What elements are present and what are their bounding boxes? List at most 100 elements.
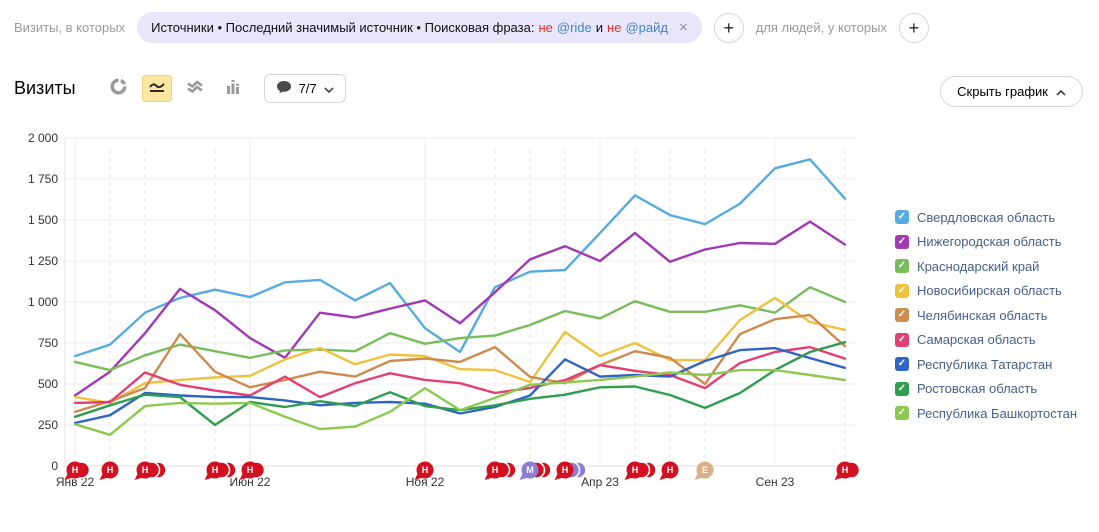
legend-checkbox-icon[interactable]: ✓ <box>895 283 909 298</box>
segment-filter-pill[interactable]: Источники • Последний значимый источник … <box>137 12 702 43</box>
legend-label: Ростовская область <box>917 381 1038 397</box>
add-visit-condition-button[interactable]: + <box>713 12 744 43</box>
annotation-bubble <box>66 461 84 479</box>
annotation-marker[interactable]: Н <box>99 461 119 481</box>
legend-label: Челябинская область <box>917 307 1048 323</box>
annotation-bubble <box>101 461 119 479</box>
annotation-bubble-tail <box>64 473 73 480</box>
annotation-bubble-tail <box>659 473 668 480</box>
x-axis-tick-label: Сен 23 <box>756 475 795 489</box>
hide-chart-button[interactable]: Скрыть график <box>940 76 1083 107</box>
legend-item[interactable]: ✓ Свердловская область <box>895 205 1077 230</box>
annotation-marker[interactable]: Е <box>694 461 714 481</box>
annotation-marker[interactable]: М <box>519 461 552 481</box>
annotation-bubble-tail <box>204 473 213 480</box>
chart-type-stacked-area-button[interactable] <box>180 75 210 102</box>
annotation-bubble-tail <box>694 473 703 480</box>
legend-item[interactable]: ✓ Республика Башкортостан <box>895 401 1077 426</box>
bar-chart-icon <box>225 79 241 99</box>
legend-label: Республика Башкортостан <box>917 405 1077 421</box>
annotation-bubble-tail <box>554 473 563 480</box>
legend-item[interactable]: ✓ Самарская область <box>895 328 1077 353</box>
legend-item[interactable]: ✓ Республика Татарстан <box>895 352 1077 377</box>
annotation-bubble <box>836 461 854 479</box>
y-axis-tick-label: 1 750 <box>28 172 58 186</box>
annotation-letter: Н <box>562 465 569 475</box>
legend-label: Нижегородская область <box>917 234 1062 250</box>
legend-label: Республика Татарстан <box>917 356 1053 372</box>
annotation-marker[interactable]: Н <box>239 461 266 481</box>
legend-label: Самарская область <box>917 332 1036 348</box>
series-line-6[interactable] <box>73 346 847 425</box>
annotation-marker[interactable]: Н <box>484 461 517 481</box>
annotation-letter: Н <box>247 465 254 475</box>
comment-icon <box>276 80 292 97</box>
chevron-up-icon <box>1056 84 1066 99</box>
annotation-marker[interactable]: Н <box>624 461 657 481</box>
chart-type-bar-button[interactable] <box>218 75 248 102</box>
pie-chart-icon <box>110 78 127 100</box>
legend-checkbox-icon[interactable]: ✓ <box>895 381 909 396</box>
legend-checkbox-icon[interactable]: ✓ <box>895 406 909 421</box>
annotation-letter: Н <box>142 465 149 475</box>
remove-filter-icon[interactable]: × <box>678 19 688 36</box>
y-axis-tick-label: 1 000 <box>28 295 58 309</box>
annotation-bubble-tail <box>99 473 108 480</box>
chart-toolbar: Визиты <box>14 74 346 103</box>
legend-item[interactable]: ✓ Новосибирская область <box>895 279 1077 304</box>
annotation-letter: Е <box>702 465 708 475</box>
annotation-bubble-tail <box>834 473 843 480</box>
annotation-bubble <box>206 461 224 479</box>
legend-item[interactable]: ✓ Ростовская область <box>895 377 1077 402</box>
annotation-bubble-tail <box>484 473 493 480</box>
annotation-marker[interactable]: Н <box>134 461 167 481</box>
annotations-count: 7/7 <box>298 81 317 96</box>
annotation-bubble-tail <box>134 473 143 480</box>
legend-checkbox-icon[interactable]: ✓ <box>895 210 909 225</box>
legend-checkbox-icon[interactable]: ✓ <box>895 357 909 372</box>
legend-checkbox-icon[interactable]: ✓ <box>895 234 909 249</box>
legend-label: Новосибирская область <box>917 283 1062 299</box>
series-line-0[interactable] <box>73 158 847 358</box>
series-line-1[interactable] <box>73 220 847 397</box>
legend-item[interactable]: ✓ Нижегородская область <box>895 230 1077 255</box>
annotation-marker[interactable]: Н <box>554 461 587 481</box>
legend-item[interactable]: ✓ Челябинская область <box>895 303 1077 328</box>
chart-type-line-button[interactable] <box>141 75 172 102</box>
series-line-2[interactable] <box>73 285 847 372</box>
annotation-marker[interactable]: Н <box>834 461 861 481</box>
annotation-bubble-tail <box>414 473 423 480</box>
metric-title: Визиты <box>14 78 76 98</box>
annotation-bubble-tail <box>239 473 248 480</box>
series-line-5[interactable] <box>73 345 847 405</box>
series-line-3[interactable] <box>73 296 847 405</box>
series-line-8[interactable] <box>73 368 847 436</box>
legend-checkbox-icon[interactable]: ✓ <box>895 332 909 347</box>
annotation-letter: Н <box>422 465 429 475</box>
legend-item[interactable]: ✓ Краснодарский край <box>895 254 1077 279</box>
filter-bar: Визиты, в которых Источники • Последний … <box>14 12 929 43</box>
annotation-marker[interactable]: Н <box>659 461 679 481</box>
annotation-letter: Н <box>492 465 499 475</box>
legend-checkbox-icon[interactable]: ✓ <box>895 259 909 274</box>
legend-label: Свердловская область <box>917 209 1056 225</box>
for-people-label: для людей, у которых <box>755 20 887 35</box>
annotation-bubble <box>416 461 434 479</box>
annotations-dropdown[interactable]: 7/7 <box>263 74 346 103</box>
add-people-condition-button[interactable]: + <box>898 12 929 43</box>
y-axis-tick-label: 750 <box>38 336 58 350</box>
x-axis-tick-label: Июн 22 <box>230 475 271 489</box>
annotation-letter: М <box>526 465 534 475</box>
segment-not-1: не <box>538 20 553 35</box>
segment-term-2: @райд <box>625 20 668 35</box>
annotation-bubble <box>136 461 154 479</box>
chart-type-pie-button[interactable] <box>104 75 134 102</box>
legend-checkbox-icon[interactable]: ✓ <box>895 308 909 323</box>
annotation-letter: Н <box>107 465 114 475</box>
series-line-4[interactable] <box>73 313 847 414</box>
annotation-bubble <box>486 461 504 479</box>
annotation-marker[interactable]: Н <box>414 461 434 481</box>
annotation-marker[interactable]: Н <box>64 461 91 481</box>
annotation-marker[interactable]: Н <box>204 461 237 481</box>
